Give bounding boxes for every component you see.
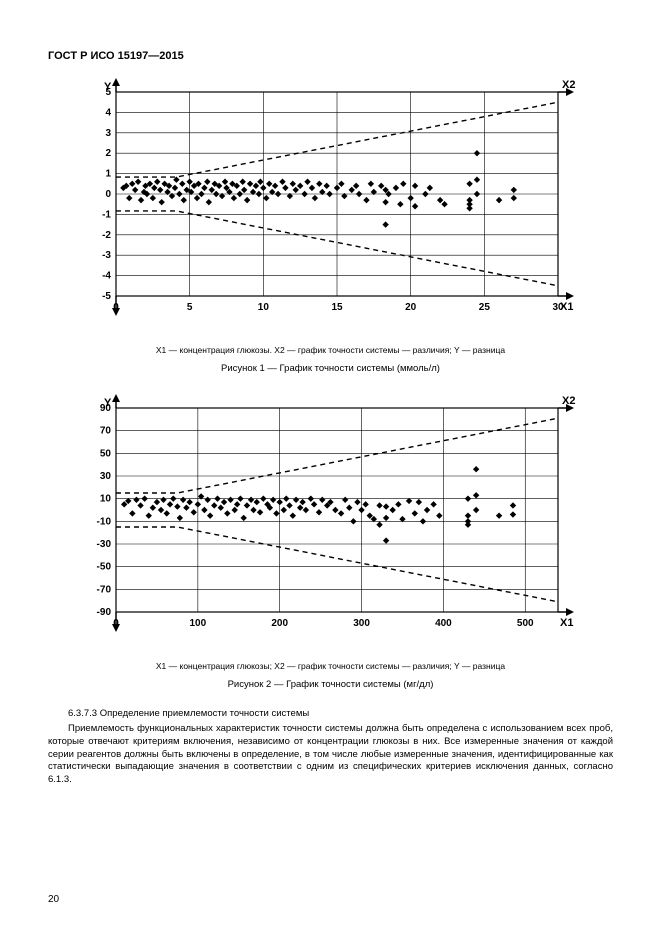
svg-text:4: 4 [105,107,111,118]
svg-text:X2: X2 [562,395,575,407]
svg-text:200: 200 [271,618,288,629]
svg-text:-4: -4 [102,271,111,282]
svg-text:-90: -90 [97,607,112,618]
svg-text:15: 15 [331,302,343,313]
svg-text:50: 50 [100,448,112,459]
chart-1-axis-description: X1 — концентрация глюкозы. X2 — график т… [48,345,613,355]
svg-text:300: 300 [353,618,370,629]
svg-text:10: 10 [258,302,270,313]
svg-text:10: 10 [100,494,112,505]
accuracy-chart-mgdl: -90-70-50-30-101030507090010020030040050… [78,392,578,642]
svg-text:-10: -10 [97,516,112,527]
svg-text:2: 2 [105,148,111,159]
svg-text:-1: -1 [102,209,111,220]
svg-text:70: 70 [100,426,112,437]
chart-1-caption: Рисунок 1 — График точности системы (ммо… [48,363,613,374]
document-header: ГОСТ Р ИСО 15197—2015 [48,50,613,62]
section-title: Определение приемлемости точности систем… [100,708,309,719]
svg-text:X2: X2 [562,79,575,91]
svg-text:30: 30 [100,471,112,482]
svg-text:400: 400 [435,618,452,629]
svg-text:-50: -50 [97,562,112,573]
svg-text:1: 1 [105,169,111,180]
svg-text:-2: -2 [102,230,111,241]
svg-text:0: 0 [105,189,111,200]
svg-text:X1: X1 [560,617,573,629]
svg-text:-30: -30 [97,539,112,550]
svg-text:3: 3 [105,128,111,139]
svg-text:-5: -5 [102,291,111,302]
svg-text:X1: X1 [560,301,573,313]
svg-text:5: 5 [187,302,193,313]
chart-2-container: -90-70-50-30-101030507090010020030040050… [78,392,603,647]
section-heading: 6.3.7.3 Определение приемлемости точност… [48,708,613,719]
svg-text:500: 500 [517,618,534,629]
chart-2-caption: Рисунок 2 — График точности системы (мг/… [48,679,613,690]
svg-text:Y: Y [104,397,112,409]
section-number: 6.3.7.3 [68,708,97,719]
svg-text:20: 20 [405,302,417,313]
page-number: 20 [48,894,59,905]
svg-text:-70: -70 [97,584,112,595]
svg-text:-3: -3 [102,250,111,261]
chart-2-axis-description: X1 — концентрация глюкозы; X2 — график т… [48,661,613,671]
svg-text:Y: Y [104,81,112,93]
chart-1-container: -5-4-3-2-1012345051015202530YX2X1 [78,76,603,331]
accuracy-chart-mmol: -5-4-3-2-1012345051015202530YX2X1 [78,76,578,326]
body-paragraph: Приемлемость функциональных характеристи… [48,723,613,787]
svg-text:25: 25 [479,302,491,313]
svg-text:100: 100 [190,618,207,629]
